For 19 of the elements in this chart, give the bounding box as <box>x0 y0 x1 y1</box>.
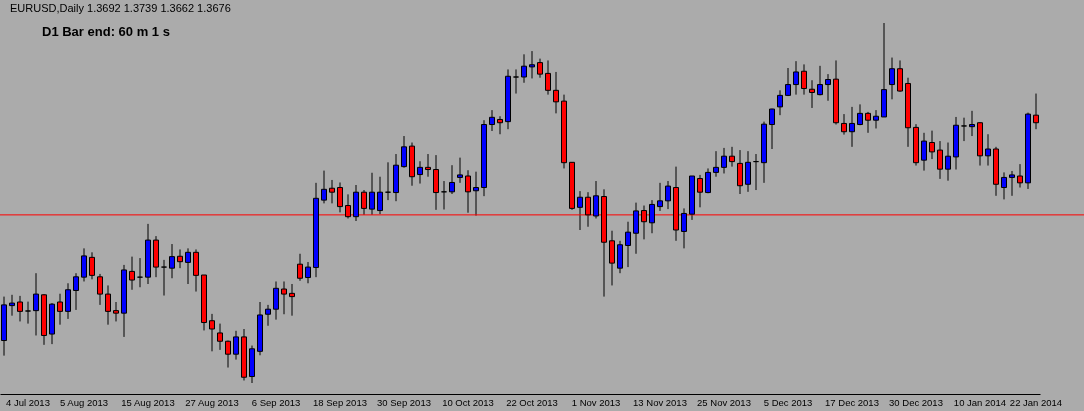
x-tick-label: 25 Nov 2013 <box>697 396 751 408</box>
x-tick-label: 17 Dec 2013 <box>825 396 879 408</box>
x-tick-label: 22 Jan 2014 <box>1009 396 1063 408</box>
x-tick-label: 22 Oct 2013 <box>506 396 558 408</box>
x-tick-label: 6 Sep 2013 <box>251 396 301 408</box>
chart-title: EURUSD,Daily 1.3692 1.3739 1.3662 1.3676 <box>10 2 231 14</box>
x-tick-label: 30 Dec 2013 <box>889 396 943 408</box>
x-tick-label: 10 Jan 2014 <box>953 396 1007 408</box>
annotation: D1 Bar end: 60 m 1 s <box>42 24 170 39</box>
x-tick-label: 30 Sep 2013 <box>377 396 431 408</box>
x-tick-label: 18 Sep 2013 <box>313 396 367 408</box>
x-tick-label: 27 Aug 2013 <box>185 396 239 408</box>
x-tick-label: 1 Nov 2013 <box>571 396 621 408</box>
x-tick-label: 4 Jul 2013 <box>6 396 50 408</box>
x-tick-label: 5 Aug 2013 <box>59 396 109 408</box>
x-tick-label: 15 Aug 2013 <box>121 396 175 408</box>
x-tick-label: 5 Dec 2013 <box>763 396 813 408</box>
x-tick-label: 13 Nov 2013 <box>633 396 687 408</box>
x-tick-label: 10 Oct 2013 <box>442 396 494 408</box>
